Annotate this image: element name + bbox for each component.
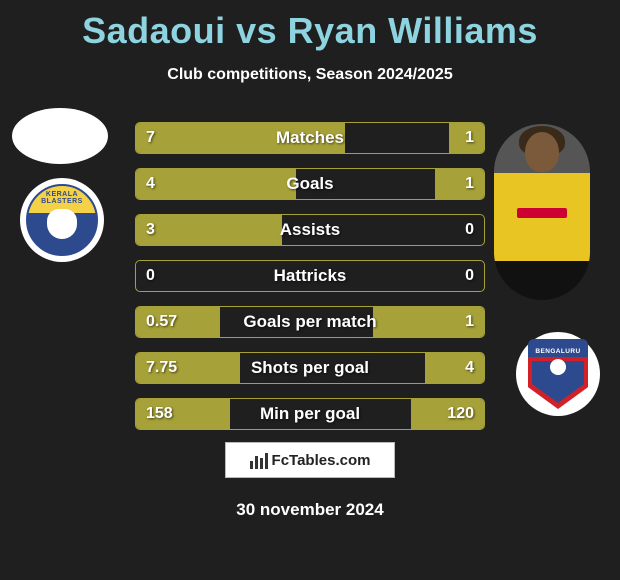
stat-value-left: 0.57 xyxy=(146,313,177,331)
player-left-club-crest: KERALABLASTERS xyxy=(20,178,104,262)
stat-value-left: 7 xyxy=(146,129,155,147)
comparison-subtitle: Club competitions, Season 2024/2025 xyxy=(0,66,620,84)
stat-value-left: 0 xyxy=(146,267,155,285)
stat-label: Goals xyxy=(286,174,333,194)
stat-value-right: 0 xyxy=(465,221,474,239)
stat-value-right: 120 xyxy=(447,405,474,423)
stat-bar-left xyxy=(136,169,296,199)
stat-row: 7 1 Matches xyxy=(135,122,485,154)
stat-value-left: 158 xyxy=(146,405,173,423)
stat-row: 158 120 Min per goal xyxy=(135,398,485,430)
player-left-photo xyxy=(12,108,108,164)
stat-label: Assists xyxy=(280,220,340,240)
stat-label: Goals per match xyxy=(243,312,376,332)
stat-row: 0.57 1 Goals per match xyxy=(135,306,485,338)
stat-value-left: 4 xyxy=(146,175,155,193)
snapshot-date: 30 november 2024 xyxy=(0,500,620,520)
football-icon xyxy=(550,359,566,375)
stat-value-right: 1 xyxy=(465,313,474,331)
stat-label: Hattricks xyxy=(274,266,347,286)
stat-label: Matches xyxy=(276,128,344,148)
stat-row: 3 0 Assists xyxy=(135,214,485,246)
stat-label: Min per goal xyxy=(260,404,360,424)
stat-row: 0 0 Hattricks xyxy=(135,260,485,292)
logo-text: FcTables.com xyxy=(272,452,371,469)
club-left-name: KERALABLASTERS xyxy=(28,191,96,205)
stat-value-right: 0 xyxy=(465,267,474,285)
stat-value-right: 4 xyxy=(465,359,474,377)
stat-value-right: 1 xyxy=(465,129,474,147)
stat-bar-left xyxy=(136,215,282,245)
player-right-club-crest: BENGALURU xyxy=(516,332,600,416)
bar-chart-icon xyxy=(250,451,268,469)
stat-value-left: 7.75 xyxy=(146,359,177,377)
stats-comparison-table: 7 1 Matches 4 1 Goals 3 0 Assists 0 0 Hattricks 0.57… xyxy=(135,122,485,444)
comparison-title: Sadaoui vs Ryan Williams xyxy=(0,0,620,52)
elephant-icon xyxy=(47,209,77,239)
stat-row: 7.75 4 Shots per goal xyxy=(135,352,485,384)
stat-value-left: 3 xyxy=(146,221,155,239)
stat-value-right: 1 xyxy=(465,175,474,193)
stat-bar-right xyxy=(435,169,484,199)
stat-bar-right xyxy=(425,353,484,383)
stat-label: Shots per goal xyxy=(251,358,369,378)
fctables-logo[interactable]: FcTables.com xyxy=(225,442,395,478)
stat-row: 4 1 Goals xyxy=(135,168,485,200)
player-right-photo xyxy=(494,124,590,300)
